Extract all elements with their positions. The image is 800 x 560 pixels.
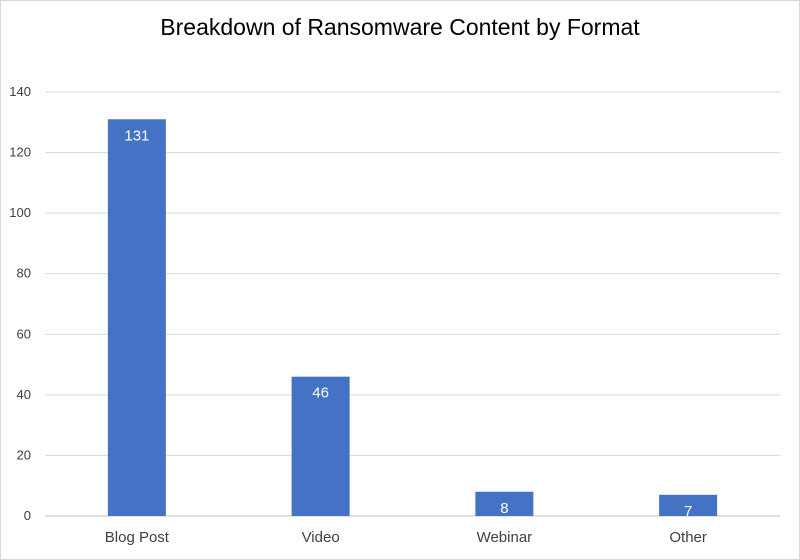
bar: [475, 491, 534, 516]
bar: [107, 119, 166, 516]
y-tick-label: 40: [17, 387, 31, 402]
x-tick-label: Webinar: [477, 529, 533, 546]
y-tick-label: 60: [17, 326, 31, 341]
data-label: 7: [684, 503, 692, 520]
x-tick-label: Other: [669, 529, 707, 546]
chart-title: Breakdown of Ransomware Content by Forma…: [160, 14, 640, 40]
x-tick-label: Video: [302, 529, 340, 546]
y-tick-label: 20: [17, 447, 31, 462]
data-label: 8: [500, 500, 508, 517]
bar: [291, 376, 350, 516]
y-tick-label: 140: [9, 84, 31, 99]
data-label: 131: [124, 127, 149, 144]
y-tick-label: 0: [24, 508, 31, 523]
data-label: 46: [312, 385, 329, 402]
y-tick-label: 80: [17, 266, 31, 281]
y-tick-label: 120: [9, 145, 31, 160]
bar: [659, 494, 718, 516]
y-tick-label: 100: [9, 205, 31, 220]
x-tick-label: Blog Post: [105, 529, 170, 546]
